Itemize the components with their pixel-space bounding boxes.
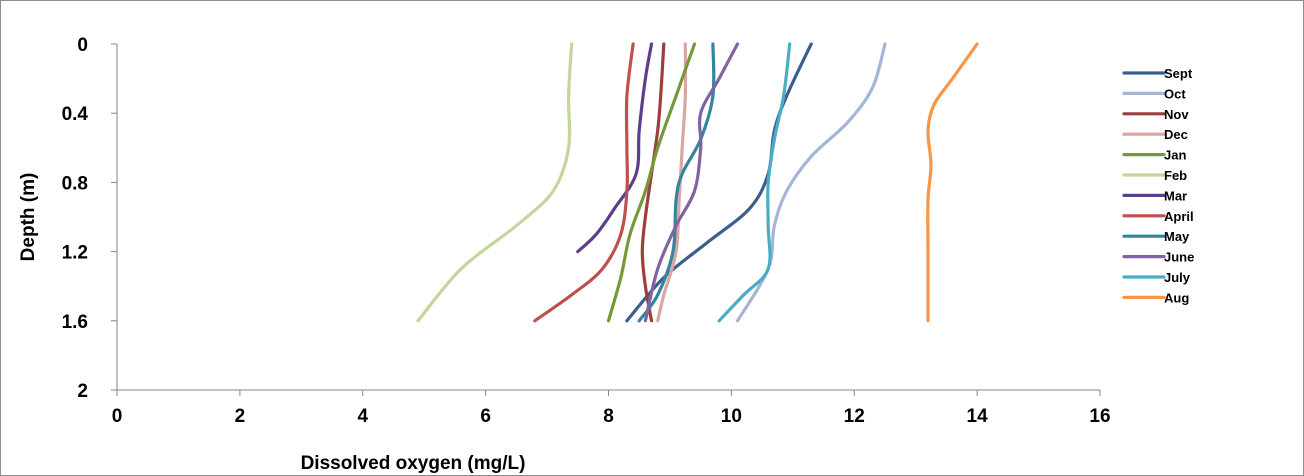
legend-label-sept: Sept [1164, 66, 1193, 81]
legend-label-jan: Jan [1164, 148, 1186, 163]
series-line-jan [606, 42, 697, 323]
x-tick-label: 4 [357, 406, 368, 427]
legend-label-may: May [1164, 229, 1190, 244]
legend-label-oct: Oct [1164, 86, 1186, 101]
series-line-mar [576, 42, 654, 254]
y-tick-label: 2 [77, 381, 88, 402]
x-tick-label: 14 [967, 406, 989, 427]
legend-label-feb: Feb [1164, 168, 1187, 183]
series-line-april [533, 42, 635, 323]
series-layer [416, 42, 979, 323]
series-line-june [643, 42, 740, 323]
legend-label-dec: Dec [1164, 127, 1188, 142]
x-tick-label: 12 [844, 406, 865, 427]
x-tick-label: 8 [603, 406, 614, 427]
legend-label-april: April [1164, 209, 1194, 224]
legend-label-nov: Nov [1164, 107, 1189, 122]
series-line-dec [656, 42, 688, 323]
x-tick-label: 16 [1089, 406, 1110, 427]
y-axis-title: Depth (m) [18, 173, 39, 262]
series-line-nov [640, 42, 666, 323]
series-line-july [717, 42, 792, 323]
series-line-may [637, 42, 716, 323]
x-tick-label: 2 [235, 406, 246, 427]
y-tick-label: 1.2 [62, 243, 88, 264]
legend-label-mar: Mar [1164, 188, 1187, 203]
series-line-feb [416, 42, 574, 323]
x-axis-title: Dissolved oxygen (mg/L) [301, 453, 526, 474]
y-tick-label: 0.4 [62, 104, 89, 125]
x-tick-label: 10 [721, 406, 742, 427]
legend-label-june: June [1164, 250, 1194, 265]
y-tick-label: 0.8 [62, 173, 88, 194]
axes: 0 2 4 6 8 10 12 14 16 0 0.4 0.8 1.2 1.6 2 [62, 35, 1111, 427]
x-tick-label: 6 [480, 406, 491, 427]
legend-label-july: July [1164, 270, 1191, 285]
series-line-aug [926, 42, 979, 323]
x-tick-label: 0 [112, 406, 123, 427]
y-tick-label: 0 [77, 35, 88, 56]
legend-label-aug: Aug [1164, 290, 1189, 305]
y-tick-label: 1.6 [62, 312, 88, 333]
legend: Sept Oct Nov Dec Jan Feb Mar April May June July Au… [1122, 66, 1194, 305]
